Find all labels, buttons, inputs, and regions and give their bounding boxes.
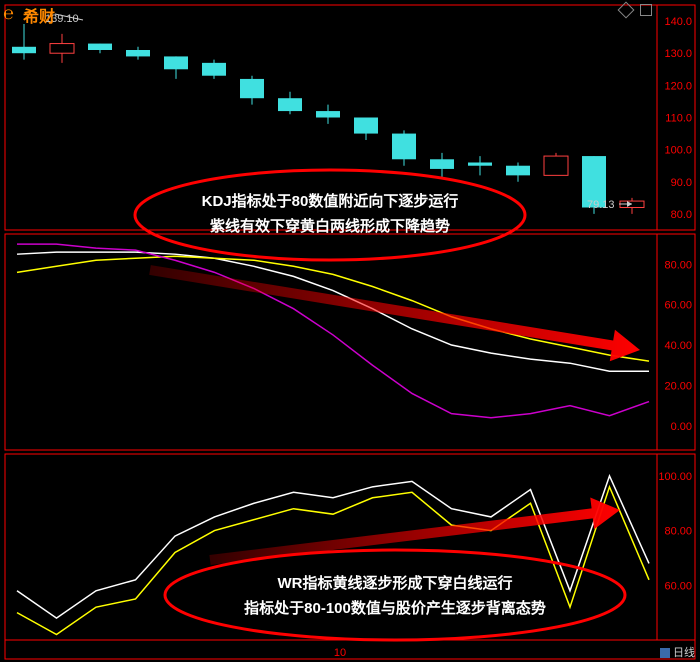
kdj-anno-line2: 紫线有效下穿黄白两线形成下降趋势	[145, 215, 515, 236]
svg-text:80.00: 80.00	[664, 526, 692, 538]
chart-svg: 140.0130.0120.0110.0100.090.080.0139.107…	[0, 0, 700, 662]
svg-text:80.0: 80.0	[671, 209, 692, 221]
svg-text:120.0: 120.0	[664, 80, 692, 92]
box-icon[interactable]	[640, 4, 652, 16]
wr-annotation: WR指标黄线逐步形成下穿白线运行 指标处于80-100数值与股价产生逐步背离态势	[180, 568, 610, 622]
svg-text:60.00: 60.00	[664, 580, 692, 592]
svg-text:140.0: 140.0	[664, 16, 692, 28]
svg-text:90.0: 90.0	[671, 177, 692, 189]
svg-text:20.00: 20.00	[664, 380, 692, 392]
logo: ℮希财	[3, 3, 55, 27]
svg-text:100.00: 100.00	[658, 471, 692, 483]
svg-text:40.00: 40.00	[664, 340, 692, 352]
top-icons	[620, 3, 652, 21]
svg-text:60.00: 60.00	[664, 300, 692, 312]
wr-anno-line1: WR指标黄线逐步形成下穿白线运行	[180, 572, 610, 593]
stock-chart: ℮希财 140.0130.0120.0110.0100.090.080.0139…	[0, 0, 700, 662]
svg-text:110.0: 110.0	[665, 113, 692, 125]
svg-text:0.00: 0.00	[671, 421, 692, 433]
status-text: 日线	[673, 647, 695, 659]
kdj-annotation: KDJ指标处于80数值附近向下逐步运行 紫线有效下穿黄白两线形成下降趋势	[145, 186, 515, 240]
svg-text:10: 10	[334, 647, 346, 659]
logo-icon: ℮	[3, 3, 23, 23]
bottom-status: 日线	[660, 644, 695, 660]
kdj-anno-line1: KDJ指标处于80数值附近向下逐步运行	[145, 190, 515, 211]
status-box-icon	[660, 648, 670, 658]
diamond-icon[interactable]	[617, 2, 634, 19]
svg-text:100.0: 100.0	[664, 145, 692, 157]
wr-anno-line2: 指标处于80-100数值与股价产生逐步背离态势	[180, 597, 610, 618]
svg-text:130.0: 130.0	[664, 48, 692, 60]
svg-text:80.00: 80.00	[664, 259, 692, 271]
logo-text: 希财	[23, 9, 55, 26]
svg-text:79.13: 79.13	[587, 199, 615, 211]
